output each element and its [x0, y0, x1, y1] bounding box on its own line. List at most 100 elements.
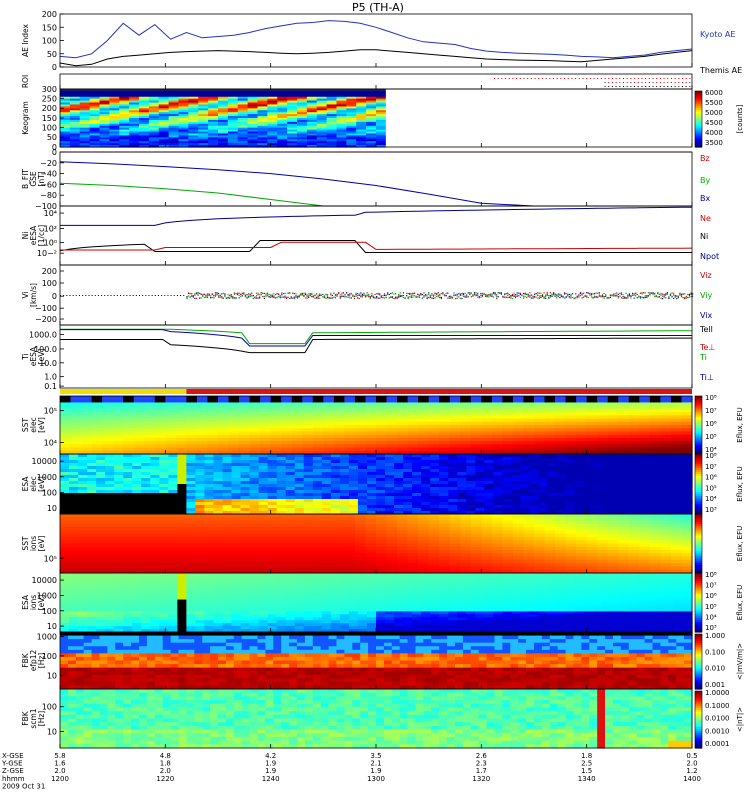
keogram-cell: [326, 106, 338, 109]
keogram-cell: [524, 90, 535, 94]
velocity-dot: [170, 295, 172, 296]
velocity-vy: [273, 293, 275, 295]
keogram-cell: [662, 89, 673, 92]
keogram-cell: [306, 98, 318, 102]
velocity-vy: [331, 297, 333, 299]
keogram-cell: [524, 137, 535, 140]
velocity-vy: [308, 293, 310, 295]
keogram-cell: [366, 123, 377, 127]
keogram-cell: [148, 139, 160, 142]
velocity-vz: [360, 295, 362, 298]
keogram-cell: [682, 108, 693, 111]
keogram-cell: [119, 100, 130, 104]
velocity-vz: [406, 295, 408, 297]
velocity-vz: [219, 295, 221, 297]
keogram-cell: [79, 141, 91, 144]
keogram-cell: [573, 104, 584, 107]
keogram-cell: [119, 114, 130, 117]
keogram-cell: [534, 90, 545, 94]
keogram-cell: [346, 137, 357, 140]
velocity-vz: [317, 296, 319, 298]
keogram-cell: [89, 102, 101, 106]
keogram-cell: [366, 121, 377, 125]
keogram-cell: [316, 127, 328, 131]
velocity-vz: [246, 296, 248, 298]
keogram-cell: [267, 131, 278, 135]
keogram-cell: [405, 129, 417, 133]
keogram-cell: [366, 106, 377, 109]
keogram-cell: [524, 114, 535, 117]
keogram-cell: [188, 125, 199, 129]
keogram-cell: [79, 102, 91, 106]
keogram-cell: [484, 104, 496, 107]
velocity-vx: [549, 294, 551, 297]
keogram-cell: [198, 104, 209, 107]
roi-dot: [641, 86, 643, 87]
keogram-cell: [563, 135, 575, 138]
velocity-vy: [292, 293, 294, 295]
velocity-vy: [383, 297, 386, 299]
keogram-cell: [60, 110, 71, 113]
keogram-cell: [148, 127, 160, 131]
keogram-cell: [60, 116, 71, 119]
velocity-vy: [598, 294, 600, 296]
keogram-cell: [227, 110, 239, 113]
keogram-cell: [168, 127, 180, 131]
velocity-vx: [341, 296, 343, 298]
keogram-cell: [484, 145, 496, 148]
keogram-cell: [474, 106, 486, 109]
keogram-cell: [198, 118, 209, 121]
keogram-cell: [227, 89, 239, 92]
bfield-series-bx: [59, 161, 692, 207]
velocity-vy: [189, 296, 191, 298]
keogram-cell: [267, 90, 278, 94]
keogram-cell: [139, 102, 150, 106]
keogram-cell: [682, 143, 693, 146]
keogram-cell: [376, 127, 387, 131]
velocity-vz: [622, 297, 624, 300]
keogram-cell: [60, 129, 71, 133]
velocity-vz: [522, 297, 525, 299]
keogram-cell: [89, 114, 101, 117]
keogram-cell: [129, 127, 140, 131]
keogram-cell: [297, 145, 308, 148]
velocity-vy: [450, 296, 452, 299]
keogram-cell: [455, 110, 466, 113]
keogram-cell: [583, 96, 594, 100]
keogram-cell: [208, 116, 219, 119]
velocity-vy: [665, 294, 667, 296]
velocity-vz: [439, 293, 441, 295]
velocity-vz: [538, 292, 540, 294]
keogram-cell: [474, 129, 486, 133]
keogram-cell: [415, 102, 426, 106]
keogram-cell: [336, 100, 347, 104]
keogram-cell: [583, 127, 594, 131]
velocity-vy: [554, 294, 556, 296]
keogram-cell: [504, 137, 515, 140]
velocity-vy: [581, 292, 583, 294]
velocity-dot: [157, 295, 159, 296]
keogram-cell: [148, 114, 160, 117]
keogram-cell: [247, 139, 259, 142]
keogram-cell: [119, 127, 130, 131]
keogram-cell: [306, 100, 318, 104]
keogram-cell: [632, 127, 644, 131]
velocity-dot: [91, 295, 93, 296]
keogram-cell: [563, 129, 575, 133]
velocity-vy: [617, 297, 619, 299]
keogram-cell: [218, 145, 229, 148]
keogram-cell: [534, 100, 545, 104]
keogram-cell: [613, 114, 624, 117]
keogram-cell: [464, 94, 476, 98]
keogram-cell: [148, 119, 160, 123]
keogram-cell: [60, 94, 71, 98]
keogram-cell: [168, 96, 180, 100]
velocity-vy: [481, 292, 484, 294]
velocity-vz: [202, 294, 204, 296]
velocity-vy: [462, 295, 465, 298]
keogram-cell: [237, 104, 249, 107]
keogram-cell: [168, 94, 180, 98]
velocity-vy: [614, 293, 616, 295]
keogram-cell: [435, 133, 446, 136]
keogram-cell: [316, 129, 328, 133]
